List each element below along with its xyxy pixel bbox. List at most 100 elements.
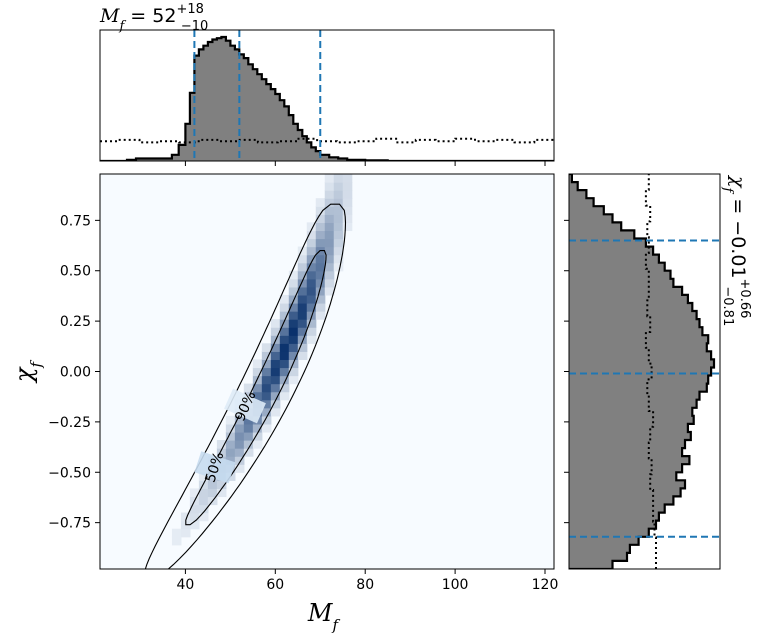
heat-cell [270,327,281,336]
heat-cell [216,448,227,457]
heat-cell [279,359,290,369]
heat-cell [252,440,263,449]
heat-cell [324,190,335,199]
heat-cell [279,351,290,361]
heat-cell [171,536,182,546]
heat-cell [261,351,272,361]
heat-cell [324,174,335,183]
heat-cell [315,230,326,240]
heat-cell [198,496,209,506]
heat-cell [270,383,281,393]
heat-cell [333,182,344,191]
heat-cell [306,278,317,288]
contour-label-90-group: 90% [224,388,266,424]
heat-cell [252,391,263,401]
heat-cell [324,238,335,248]
heat-cell [288,367,299,377]
heat-cell [225,431,236,441]
heat-cell [342,206,353,215]
heat-cell [216,480,227,489]
heat-cell [288,311,299,320]
heat-cell [288,286,299,296]
heat-cell [324,230,335,240]
heat-cell [324,198,335,207]
contour-90 [144,203,347,569]
heat-cell [324,246,335,256]
heat-cell [234,440,245,449]
heat-cell [279,294,290,304]
x-hist-fill [100,37,554,161]
top-x-ticks [184,161,546,166]
y-tick-label: −0.50 [48,465,91,481]
heat-cell [288,319,299,328]
heat-cell [315,294,326,304]
right-marginal-panel [564,173,721,570]
heat-cell [333,190,344,199]
x-axis-label: Mf [307,599,341,634]
heat-cell [315,262,326,272]
heat-cell [279,343,290,352]
main-panel: 90% 50% 40 60 80 100 120 0.75 0.50 0.25 0.00 −0.… [48,173,558,593]
heat-cell [324,214,335,223]
y-tick-label: 0.25 [60,314,91,330]
heat-cell [270,359,281,369]
heat-cell [243,415,254,425]
heat-cell [342,190,353,199]
heat-cell [234,423,245,433]
heat-cell [315,286,326,296]
y-axis-label: χf [10,360,45,385]
heat-cell [180,528,191,538]
heat-cell [297,319,308,328]
heat-cell [261,415,272,425]
heat-cell [279,375,290,385]
heat-cell [288,327,299,336]
heat-cell [288,294,299,304]
right-quantile-lines [569,239,720,538]
heat-cell [324,222,335,232]
heat-cell [216,488,227,498]
y-hist-outline [569,174,716,569]
heat-cell [243,431,254,441]
heat-cell [243,383,254,393]
heat-cell [306,246,317,256]
heat-cell [225,456,236,465]
heat-cell [306,254,317,264]
heat-cell [261,383,272,393]
title-x: Mf = 52+18 −10 [99,2,208,34]
heat-cell [279,319,290,328]
heat-cell [279,383,290,393]
heat-cell [270,319,281,328]
heat-cell [297,351,308,361]
heat-cell [252,359,263,369]
heat-cell [279,327,290,336]
heat-cell [288,375,299,385]
heat-cell [297,254,308,264]
heat-cell [234,456,245,465]
heat-cell [189,512,200,522]
heat-cell [342,214,353,223]
heat-cell [297,246,308,256]
heat-cell [225,440,236,449]
heat-cell [306,294,317,304]
heat-cell [225,423,236,433]
heat-cell [306,335,317,344]
heat-cell [288,302,299,312]
heat-cell [171,528,182,538]
heat-cell [189,504,200,514]
y-tick-label: 0.00 [60,365,91,381]
contour-label-50-group: 50% [194,450,236,485]
heat-cell [333,214,344,223]
heat-cell [333,206,344,215]
y-prior-line [644,174,657,569]
heat-cell [261,391,272,401]
y-tick-label: 0.75 [60,213,91,229]
heat-cell [243,423,254,433]
heat-cell [261,399,272,409]
heat-cell [261,423,272,433]
heat-cell [279,367,290,377]
heat-cell [342,182,353,191]
heat-cell [333,238,344,248]
heat-cell [288,278,299,288]
heat-cell [234,431,245,441]
